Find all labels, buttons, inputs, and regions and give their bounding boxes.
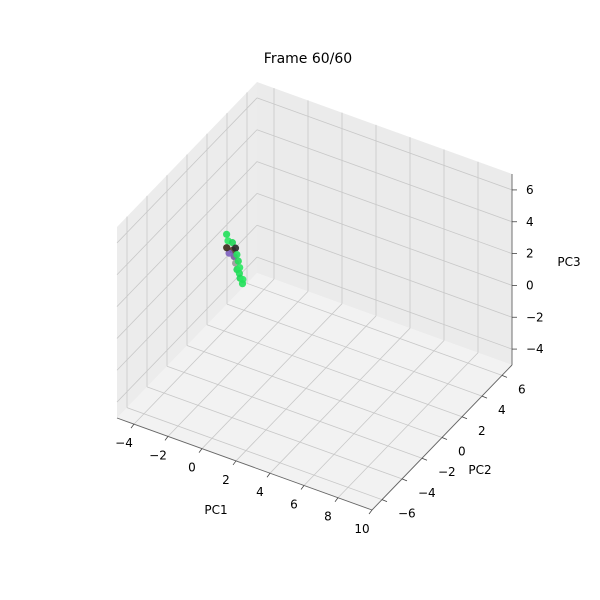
- x-tick-label: 8: [324, 510, 332, 524]
- y-tick-mark: [401, 478, 408, 482]
- y-tick-mark: [501, 374, 508, 378]
- y-tick-mark: [481, 395, 488, 399]
- scatter-points: [223, 230, 247, 288]
- chart-title: Frame 60/60: [264, 51, 352, 67]
- x-tick-mark: [232, 460, 237, 466]
- y-tick-label: 0: [458, 445, 466, 459]
- scatter-point: [223, 244, 231, 252]
- scatter-point: [233, 250, 241, 259]
- grid-line-z-back: [256, 161, 513, 254]
- y-tick-label: −4: [418, 486, 436, 500]
- grid-line-z-back: [256, 256, 513, 350]
- x-tick-mark: [198, 448, 203, 453]
- y-tick-label: 4: [498, 403, 506, 417]
- x-tick-label: −2: [149, 448, 167, 462]
- y-axis-label: PC2: [468, 463, 491, 477]
- z-tick-label: −2: [526, 310, 544, 324]
- grid-line-z-left: [116, 256, 258, 403]
- z-tick-label: 0: [526, 278, 534, 292]
- grid-line-z-left: [116, 97, 258, 244]
- grid-line-z-back: [256, 224, 513, 318]
- y-tick-mark: [381, 499, 388, 503]
- axis-lines: [116, 174, 517, 515]
- x-tick-mark: [130, 423, 135, 429]
- x-tick-label: 4: [256, 485, 264, 499]
- grid-line-z-left: [116, 193, 258, 339]
- y-tick-mark: [441, 437, 448, 440]
- scatter-point: [225, 249, 233, 257]
- grid-line-y-floor: [186, 345, 443, 438]
- scatter-point: [223, 230, 231, 238]
- y-tick-label: −2: [438, 465, 456, 479]
- grid-line-y-floor: [166, 365, 423, 459]
- z-tick-label: 2: [526, 247, 534, 261]
- y-tick-mark: [461, 416, 468, 420]
- grid-line-y-floor: [246, 282, 503, 376]
- grid-lines: [116, 88, 513, 511]
- z-axis-label: PC3: [557, 255, 580, 269]
- x-tick-label: −4: [115, 436, 133, 450]
- grid-line-y-floor: [126, 407, 383, 501]
- x-tick-mark: [334, 497, 339, 502]
- x-axis-line: [116, 417, 373, 511]
- z-tick-label: −4: [526, 342, 544, 356]
- y-tick-mark: [421, 457, 428, 461]
- x-tick-label: 0: [188, 461, 196, 475]
- x-tick-label: 10: [354, 522, 369, 536]
- x-tick-label: 6: [290, 497, 298, 511]
- grid-line-z-back: [256, 97, 513, 191]
- grid-line-y-floor: [226, 303, 483, 397]
- grid-line-y-floor: [146, 386, 403, 480]
- y-tick-label: −6: [398, 507, 416, 521]
- grid-line-z-left: [116, 129, 258, 276]
- x-axis-label: PC1: [204, 503, 227, 517]
- grid-line-z-left: [116, 161, 258, 307]
- x-tick-mark: [300, 485, 305, 490]
- scatter-point: [228, 239, 236, 247]
- grid-line-z-back: [256, 193, 513, 286]
- grid-line-y-floor: [206, 324, 463, 418]
- scatter-point: [234, 257, 242, 265]
- z-tick-label: 6: [526, 183, 534, 197]
- scatter-point: [238, 280, 247, 288]
- scatter-point: [236, 263, 244, 272]
- x-tick-label: 2: [222, 473, 230, 487]
- z-tick-label: 4: [526, 215, 534, 229]
- y-tick-label: 2: [478, 424, 486, 438]
- x-tick-mark: [368, 509, 373, 515]
- grid-line-z-back: [256, 129, 513, 223]
- x-tick-mark: [266, 472, 271, 478]
- scatter-point: [231, 244, 240, 252]
- x-tick-mark: [164, 436, 169, 441]
- y-tick-label: 6: [518, 382, 526, 396]
